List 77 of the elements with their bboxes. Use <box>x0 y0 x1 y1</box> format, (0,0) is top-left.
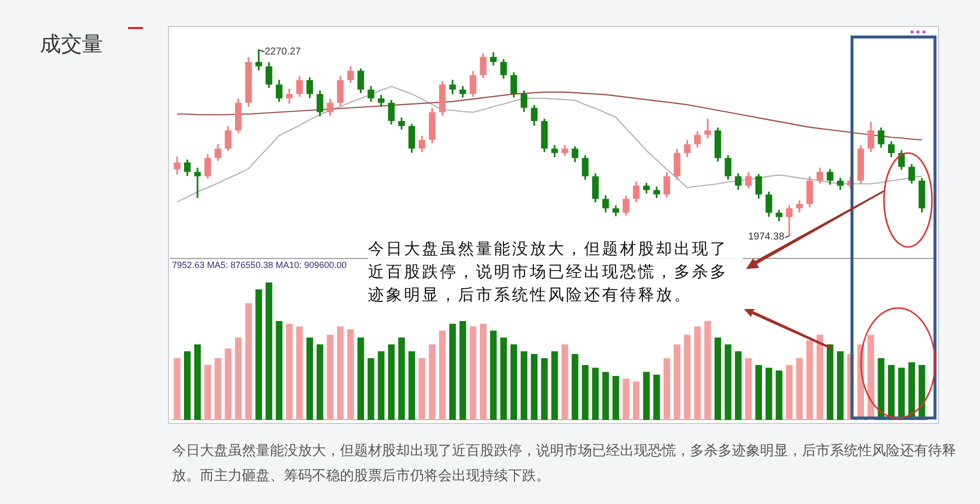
bar <box>347 329 354 420</box>
bar <box>878 358 884 420</box>
bar <box>378 351 384 420</box>
bar <box>632 382 640 420</box>
bar <box>602 372 609 420</box>
bar <box>286 324 293 420</box>
bar <box>816 334 824 420</box>
bar <box>388 344 395 420</box>
chart-title: 成交量 <box>40 32 103 58</box>
bar <box>174 358 180 420</box>
bar <box>836 351 844 420</box>
bar <box>653 374 660 420</box>
bar <box>337 326 344 420</box>
bar <box>572 354 578 420</box>
annotation: 1974.38 <box>748 231 785 242</box>
bar <box>357 338 364 420</box>
bar <box>459 321 466 420</box>
bar <box>224 348 232 420</box>
bar <box>643 372 650 420</box>
bar <box>674 344 680 420</box>
annotation: 今日大盘虽然量能没放大，但题材股却出现了近百股跌停，说明市场已经出现恐慌，多杀多迹象明显，后市系统性风险还有待释放。 <box>368 238 743 307</box>
bar <box>592 368 599 420</box>
bar <box>868 334 874 420</box>
bar <box>398 338 405 420</box>
bar <box>235 338 242 420</box>
bar <box>530 354 538 420</box>
bar <box>520 351 528 420</box>
bar <box>734 351 742 420</box>
bar <box>796 358 803 420</box>
bar <box>316 344 324 420</box>
bar <box>439 330 446 420</box>
bar <box>510 344 518 420</box>
bar <box>428 344 436 420</box>
bar <box>561 344 568 420</box>
bar <box>786 365 793 420</box>
bar <box>664 358 670 420</box>
bar <box>551 351 558 420</box>
bar <box>541 358 548 420</box>
bar <box>490 330 497 420</box>
bar <box>245 303 252 420</box>
bar <box>806 340 813 420</box>
bar <box>745 358 752 420</box>
bar <box>612 376 620 420</box>
bar <box>194 344 201 420</box>
bar <box>470 326 476 420</box>
bar <box>204 365 212 420</box>
bar <box>766 368 772 420</box>
bar <box>480 324 486 420</box>
bar <box>266 282 272 420</box>
bar <box>500 338 507 420</box>
text: 今日大盘虽然量能没放大，但题材股却出现了近百股跌停，说明市场已经出现恐慌，多杀多迹象明显，后市系统性风险还有待释放。而主力砸盘、筹码不稳的股票后市仍将会出现持续下跌。 <box>172 441 957 485</box>
text: 7952.63 MA5: 876550.38 MA10: 909600.00 <box>172 260 347 270</box>
bar <box>296 326 303 420</box>
bar <box>276 321 282 420</box>
bar <box>408 351 416 420</box>
bar <box>306 338 314 420</box>
bar <box>684 334 691 420</box>
bar <box>255 289 262 420</box>
bar <box>214 358 222 420</box>
bar <box>776 370 782 420</box>
bar <box>755 365 762 420</box>
bar <box>724 344 732 420</box>
bar <box>582 365 589 420</box>
bar <box>888 365 895 420</box>
bar <box>898 368 905 420</box>
bar <box>184 351 191 420</box>
bar <box>418 358 426 420</box>
annotation: 2270.27 <box>264 46 302 58</box>
candlestick <box>194 168 201 198</box>
bar <box>326 334 334 420</box>
bar <box>622 378 630 420</box>
bar <box>449 324 456 420</box>
bar <box>704 321 711 420</box>
bar <box>714 338 722 420</box>
bar <box>826 344 834 420</box>
bar <box>694 326 701 420</box>
bar <box>368 358 374 420</box>
